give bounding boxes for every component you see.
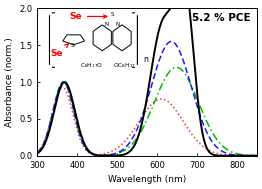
Text: S: S (71, 43, 74, 48)
Text: 5.2 % PCE: 5.2 % PCE (192, 13, 250, 23)
X-axis label: Wavelength (nm): Wavelength (nm) (108, 175, 186, 184)
Text: N: N (105, 22, 109, 27)
Text: n: n (143, 55, 148, 64)
Text: N: N (116, 22, 120, 27)
Text: Se: Se (51, 44, 68, 58)
Text: Se: Se (69, 12, 107, 21)
Text: $\rm OC_8H_{17}$: $\rm OC_8H_{17}$ (113, 61, 136, 70)
Text: S: S (110, 12, 114, 18)
Y-axis label: Absorbance (norm.): Absorbance (norm.) (5, 37, 14, 127)
Text: $\rm C_8H_{17}O$: $\rm C_8H_{17}O$ (80, 61, 103, 70)
